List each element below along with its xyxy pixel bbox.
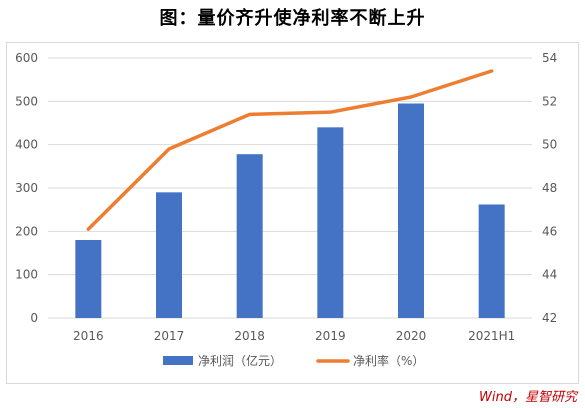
bar bbox=[317, 127, 344, 318]
y-left-tick-label: 600 bbox=[15, 51, 38, 65]
y-right-tick-label: 52 bbox=[542, 94, 557, 108]
legend-label-bar: 净利润（亿元） bbox=[198, 353, 282, 368]
y-right-tick-label: 48 bbox=[542, 181, 557, 195]
x-tick-label: 2018 bbox=[234, 329, 265, 343]
legend-label-line: 净利率（%） bbox=[353, 353, 424, 368]
y-right-tick-label: 44 bbox=[542, 268, 557, 282]
x-tick-label: 2020 bbox=[396, 329, 427, 343]
y-left-tick-label: 200 bbox=[15, 224, 38, 238]
x-tick-label: 2021H1 bbox=[468, 329, 515, 343]
bar bbox=[398, 103, 424, 318]
x-tick-label: 2019 bbox=[315, 329, 346, 343]
y-left-tick-label: 400 bbox=[15, 138, 38, 152]
bar bbox=[478, 204, 505, 318]
source-note: Wind，星智研究 bbox=[479, 390, 577, 405]
bar bbox=[156, 192, 182, 318]
chart-title: 图：量价齐升使净利率不断上升 bbox=[159, 8, 426, 29]
y-right-tick-label: 50 bbox=[542, 138, 557, 152]
x-tick-label: 2017 bbox=[154, 329, 185, 343]
y-right-tick-label: 46 bbox=[542, 224, 557, 238]
y-left-tick-label: 0 bbox=[30, 311, 38, 325]
series-line-net-margin bbox=[86, 69, 494, 231]
y-right-tick-label: 54 bbox=[542, 51, 557, 65]
y-right-tick-label: 42 bbox=[542, 311, 557, 325]
legend-swatch-bar bbox=[163, 356, 193, 365]
y-left-tick-label: 300 bbox=[15, 181, 38, 195]
y-left-tick-label: 100 bbox=[15, 268, 38, 282]
x-tick-label: 2016 bbox=[73, 329, 104, 343]
y-left-tick-label: 500 bbox=[15, 94, 38, 108]
bar bbox=[236, 154, 263, 318]
bar bbox=[75, 240, 102, 318]
